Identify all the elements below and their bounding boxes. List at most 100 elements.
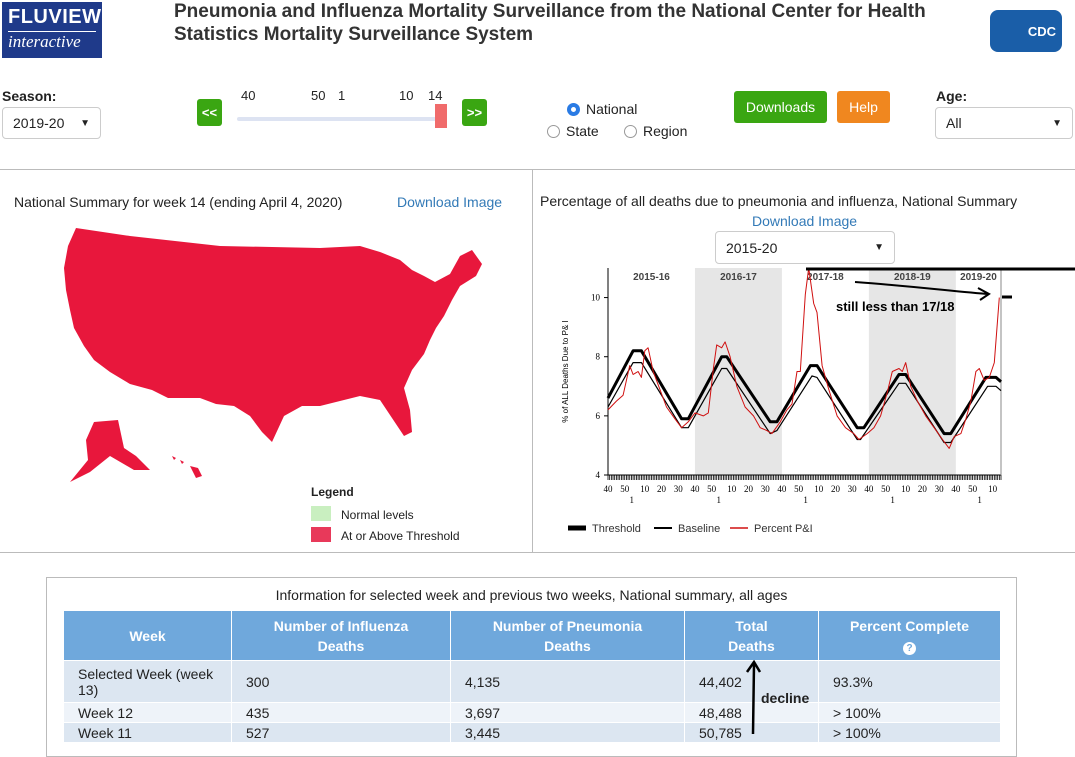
- x-tick-label: 1: [977, 495, 982, 505]
- chart-download-link[interactable]: Download Image: [752, 213, 858, 229]
- season-value: 2019-20: [13, 115, 65, 131]
- season-select[interactable]: 2019-20 ▼: [2, 107, 101, 139]
- us-map[interactable]: [40, 220, 500, 490]
- x-tick-label: 10: [988, 484, 998, 494]
- season-label: 2018-19: [894, 272, 931, 283]
- legend-above-label: At or Above Threshold: [341, 529, 460, 543]
- y-tick-label: 8: [596, 352, 601, 362]
- x-tick-label: 1: [803, 495, 808, 505]
- map-download-link[interactable]: Download Image: [397, 194, 503, 210]
- series-percent-p-i: [607, 267, 1000, 449]
- table-cell: 527: [231, 722, 451, 743]
- logo-line2: interactive: [8, 31, 96, 52]
- x-tick-label: 40: [951, 484, 961, 494]
- x-tick-label: 1: [629, 495, 634, 505]
- logo-line1: FLUVIEW: [8, 6, 102, 28]
- y-tick-label: 6: [596, 411, 601, 421]
- table-cell: 93.3%: [818, 660, 1001, 703]
- help-circle-icon[interactable]: ?: [903, 641, 916, 655]
- cdc-logo[interactable]: CDC: [990, 10, 1062, 52]
- legend-normal-swatch: [311, 506, 331, 521]
- x-tick-label: 50: [968, 484, 978, 494]
- caret-down-icon: ▼: [1052, 117, 1062, 129]
- up-arrow-annotation-icon: [745, 660, 762, 735]
- range-value: 2015-20: [726, 239, 778, 256]
- radio-label: National: [586, 101, 638, 117]
- caret-down-icon: ▼: [80, 117, 90, 129]
- y-axis-label: % of ALL Deaths Due to P& I: [561, 320, 570, 422]
- x-tick-label: 40: [777, 484, 787, 494]
- x-tick-label: 10: [901, 484, 911, 494]
- prev-week-button[interactable]: <<: [197, 99, 222, 126]
- page-title: Pneumonia and Influenza Mortality Survei…: [174, 1, 926, 45]
- table-caption: Information for selected week and previo…: [275, 587, 788, 603]
- table-cell: 435: [231, 702, 451, 723]
- slider-tick: 10: [399, 88, 414, 103]
- chart-panel: Percentage of all deaths due to pneumoni…: [533, 169, 1075, 553]
- season-shade: [868, 268, 956, 475]
- x-tick-label: 20: [744, 484, 754, 494]
- y-tick-label: 10: [591, 293, 601, 303]
- us-map-alaska[interactable]: [70, 420, 150, 482]
- table-cell: Selected Week (week 13): [63, 660, 232, 703]
- season-label: 2015-16: [633, 272, 670, 283]
- table-row: Week 12 435 3,697 48,488 > 100%: [63, 702, 1001, 723]
- radio-state[interactable]: State: [547, 123, 599, 139]
- pi-chart: 2015-16 2016-17 2017-18 2018-19 2019-20 4 6 8 10…: [561, 267, 1075, 535]
- y-tick-label: 4: [596, 470, 601, 480]
- week-slider-track[interactable]: [237, 117, 447, 121]
- x-tick-label: 20: [831, 484, 841, 494]
- annotation-arrow-icon: [854, 281, 991, 301]
- help-button[interactable]: Help: [837, 91, 890, 123]
- x-tick-label: 30: [935, 484, 945, 494]
- x-tick-label: 10: [814, 484, 824, 494]
- series-baseline: [607, 362, 1002, 444]
- col-percent: Percent Complete?: [818, 610, 1001, 661]
- table-row: Selected Week (week 13) 300 4,135 44,402 93.…: [63, 660, 1001, 703]
- x-tick-label: 20: [918, 484, 928, 494]
- x-tick-label: 30: [674, 484, 684, 494]
- x-tick-label: 40: [864, 484, 874, 494]
- radio-region[interactable]: Region: [624, 123, 687, 139]
- x-tick-label: 30: [761, 484, 771, 494]
- table-cell: 48,488: [684, 702, 819, 723]
- col-percent-label: Percent Complete: [849, 617, 970, 634]
- legend-title: Legend: [311, 485, 354, 499]
- map-panel: National Summary for week 14 (ending Apr…: [0, 169, 533, 553]
- radio-national[interactable]: National: [567, 101, 637, 117]
- age-select[interactable]: All ▼: [935, 107, 1073, 139]
- summary-table: Week Number of Influenza Deaths Number o…: [63, 610, 1001, 743]
- table-cell: 3,697: [450, 702, 685, 723]
- slider-ticks: 40 50 1 10 14: [238, 88, 458, 108]
- us-map-contiguous[interactable]: [64, 228, 482, 442]
- legend-label: Baseline: [678, 523, 720, 535]
- next-week-button[interactable]: >>: [462, 99, 487, 126]
- us-map-hawaii[interactable]: [172, 456, 202, 478]
- radio-label: State: [566, 123, 599, 139]
- x-tick-label: 1: [890, 495, 895, 505]
- x-tick-label: 10: [640, 484, 650, 494]
- table-cell: Week 11: [63, 722, 232, 743]
- map-title: National Summary for week 14 (ending Apr…: [14, 194, 343, 210]
- week-slider-handle[interactable]: [435, 104, 447, 128]
- x-tick-label: 20: [657, 484, 667, 494]
- season-label: 2016-17: [720, 272, 757, 283]
- season-label: 2017-18: [807, 272, 844, 283]
- divider: [0, 169, 1075, 170]
- x-tick-label: 50: [620, 484, 630, 494]
- table-cell: 44,402: [684, 660, 819, 703]
- chart-annotation: still less than 17/18: [836, 299, 955, 314]
- x-tick-label: 50: [794, 484, 804, 494]
- legend-above-swatch: [311, 527, 331, 542]
- downloads-button[interactable]: Downloads: [734, 91, 827, 123]
- col-total: Total Deaths: [684, 610, 819, 661]
- radio-icon: [547, 124, 560, 138]
- table-cell: Week 12: [63, 702, 232, 723]
- slider-tick: 40: [241, 88, 256, 103]
- table-row: Week 11 527 3,445 50,785 > 100%: [63, 722, 1001, 743]
- fluview-logo[interactable]: FLUVIEW interactive: [2, 2, 102, 58]
- range-select[interactable]: 2015-20 ▼: [715, 231, 895, 264]
- slider-tick: 1: [338, 88, 346, 103]
- age-label: Age:: [936, 88, 968, 104]
- decline-annotation: decline: [761, 690, 810, 706]
